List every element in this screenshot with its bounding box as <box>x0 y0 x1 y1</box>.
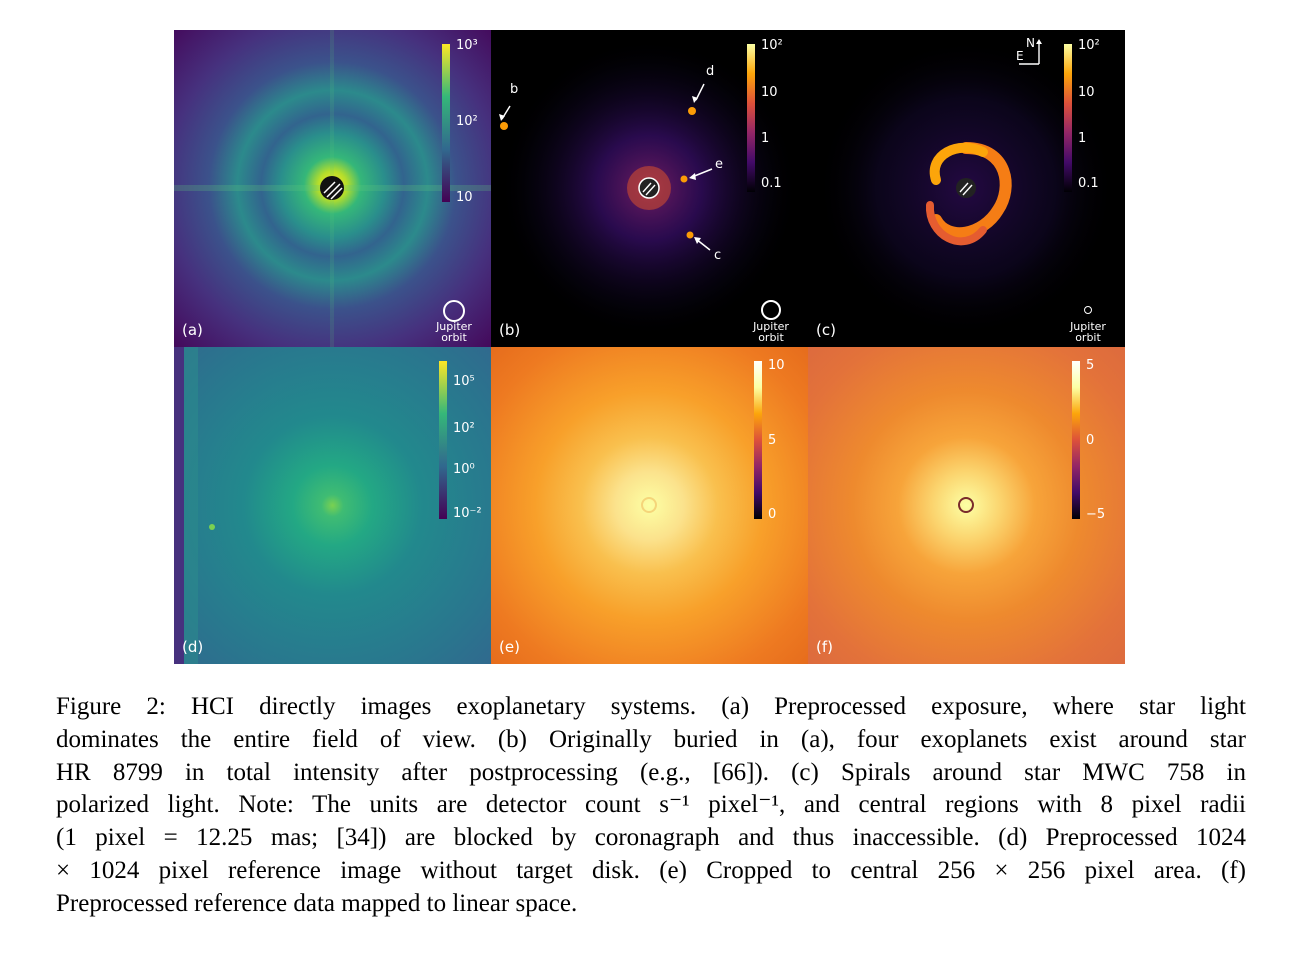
panel-f-tick-3: −5 <box>1086 507 1106 522</box>
planet-d-label: d <box>706 64 715 79</box>
caption-line-5: (1 pixel = 12.25 mas; [34]) are blocked … <box>56 824 1246 852</box>
caption-line-4: polarized light. Note: The units are det… <box>56 791 1246 819</box>
panel-a: 10³ 10² 10 Jupiter orbit (a) <box>174 30 491 347</box>
panel-c-label: (c) <box>816 321 836 339</box>
panel-c-jupiter-orbit-circle <box>1084 306 1092 314</box>
panel-d-tick-1: 10⁵ <box>453 374 475 389</box>
panel-b-tick-2: 10 <box>761 85 778 100</box>
panel-e-tick-3: 0 <box>768 507 777 522</box>
panel-e: 10 5 0 (e) <box>491 347 808 664</box>
panel-a-tick-1: 10³ <box>456 38 478 53</box>
panel-f: 5 0 −5 (f) <box>808 347 1125 664</box>
panel-d-label: (d) <box>182 638 204 656</box>
panel-b-orbit-label: Jupiter orbit <box>753 320 789 344</box>
panel-c-tick-1: 10² <box>1078 38 1100 53</box>
panel-f-label: (f) <box>816 638 833 656</box>
panel-b: b d e c 10² 10 1 0.1 Jupiter orbit (b) <box>491 30 808 347</box>
panel-c: N E 10² 10 1 0.1 Jupiter orbit (c) <box>808 30 1125 347</box>
planet-e-label: e <box>715 157 723 172</box>
panel-f-colorbar <box>1072 361 1080 519</box>
caption-line-3: HR 8799 in total intensity after postpro… <box>56 758 1246 786</box>
caption-line-7: Preprocessed reference data mapped to li… <box>56 889 578 917</box>
panel-e-label: (e) <box>499 638 520 656</box>
panel-c-colorbar <box>1064 44 1072 192</box>
panel-b-label: (b) <box>499 321 521 339</box>
compass-north-label: N <box>1026 36 1035 50</box>
panel-d-tick-2: 10² <box>453 421 475 436</box>
panel-f-tick-1: 5 <box>1086 358 1095 373</box>
compass-east-label: E <box>1016 49 1024 63</box>
panel-a-jupiter-orbit-circle <box>443 300 465 322</box>
figure-caption: Figure 2: HCI directly images exoplaneta… <box>56 691 1246 921</box>
panel-d-tick-4: 10⁻² <box>453 506 482 521</box>
panel-e-tick-1: 10 <box>768 358 785 373</box>
panel-a-label: (a) <box>182 321 203 339</box>
panel-a-image <box>174 30 491 347</box>
panel-c-tick-4: 0.1 <box>1078 176 1099 191</box>
panel-c-orbit-label: Jupiter orbit <box>1070 320 1106 344</box>
panel-a-colorbar <box>442 44 450 202</box>
panel-e-tick-2: 5 <box>768 433 777 448</box>
panel-d-colorbar <box>439 361 447 519</box>
panel-c-image <box>808 30 1125 347</box>
panel-a-tick-3: 10 <box>456 190 473 205</box>
panel-b-tick-4: 0.1 <box>761 176 782 191</box>
panel-a-orbit-label: Jupiter orbit <box>436 320 472 344</box>
panel-b-jupiter-orbit-circle <box>761 300 781 320</box>
figure-grid: 10³ 10² 10 Jupiter orbit (a) <box>174 30 1126 664</box>
panel-e-colorbar <box>754 361 762 519</box>
panel-d: 10⁵ 10² 10⁰ 10⁻² (d) <box>174 347 491 664</box>
panel-b-image <box>491 30 808 347</box>
panel-f-tick-2: 0 <box>1086 433 1095 448</box>
panel-a-tick-2: 10² <box>456 114 478 129</box>
caption-line-2: dominates the entire field of view. (b) … <box>56 725 1246 753</box>
panel-b-colorbar <box>747 44 755 192</box>
planet-c-label: c <box>714 248 722 263</box>
panel-d-tick-3: 10⁰ <box>453 462 475 477</box>
planet-b-label: b <box>510 82 519 97</box>
panel-b-tick-1: 10² <box>761 38 783 53</box>
panel-d-image <box>174 347 491 664</box>
caption-line-6: × 1024 pixel reference image without tar… <box>56 856 1246 884</box>
panel-c-tick-3: 1 <box>1078 131 1087 146</box>
panel-b-tick-3: 1 <box>761 131 770 146</box>
caption-line-1: Figure 2: HCI directly images exoplaneta… <box>56 693 1246 720</box>
panel-c-tick-2: 10 <box>1078 85 1095 100</box>
